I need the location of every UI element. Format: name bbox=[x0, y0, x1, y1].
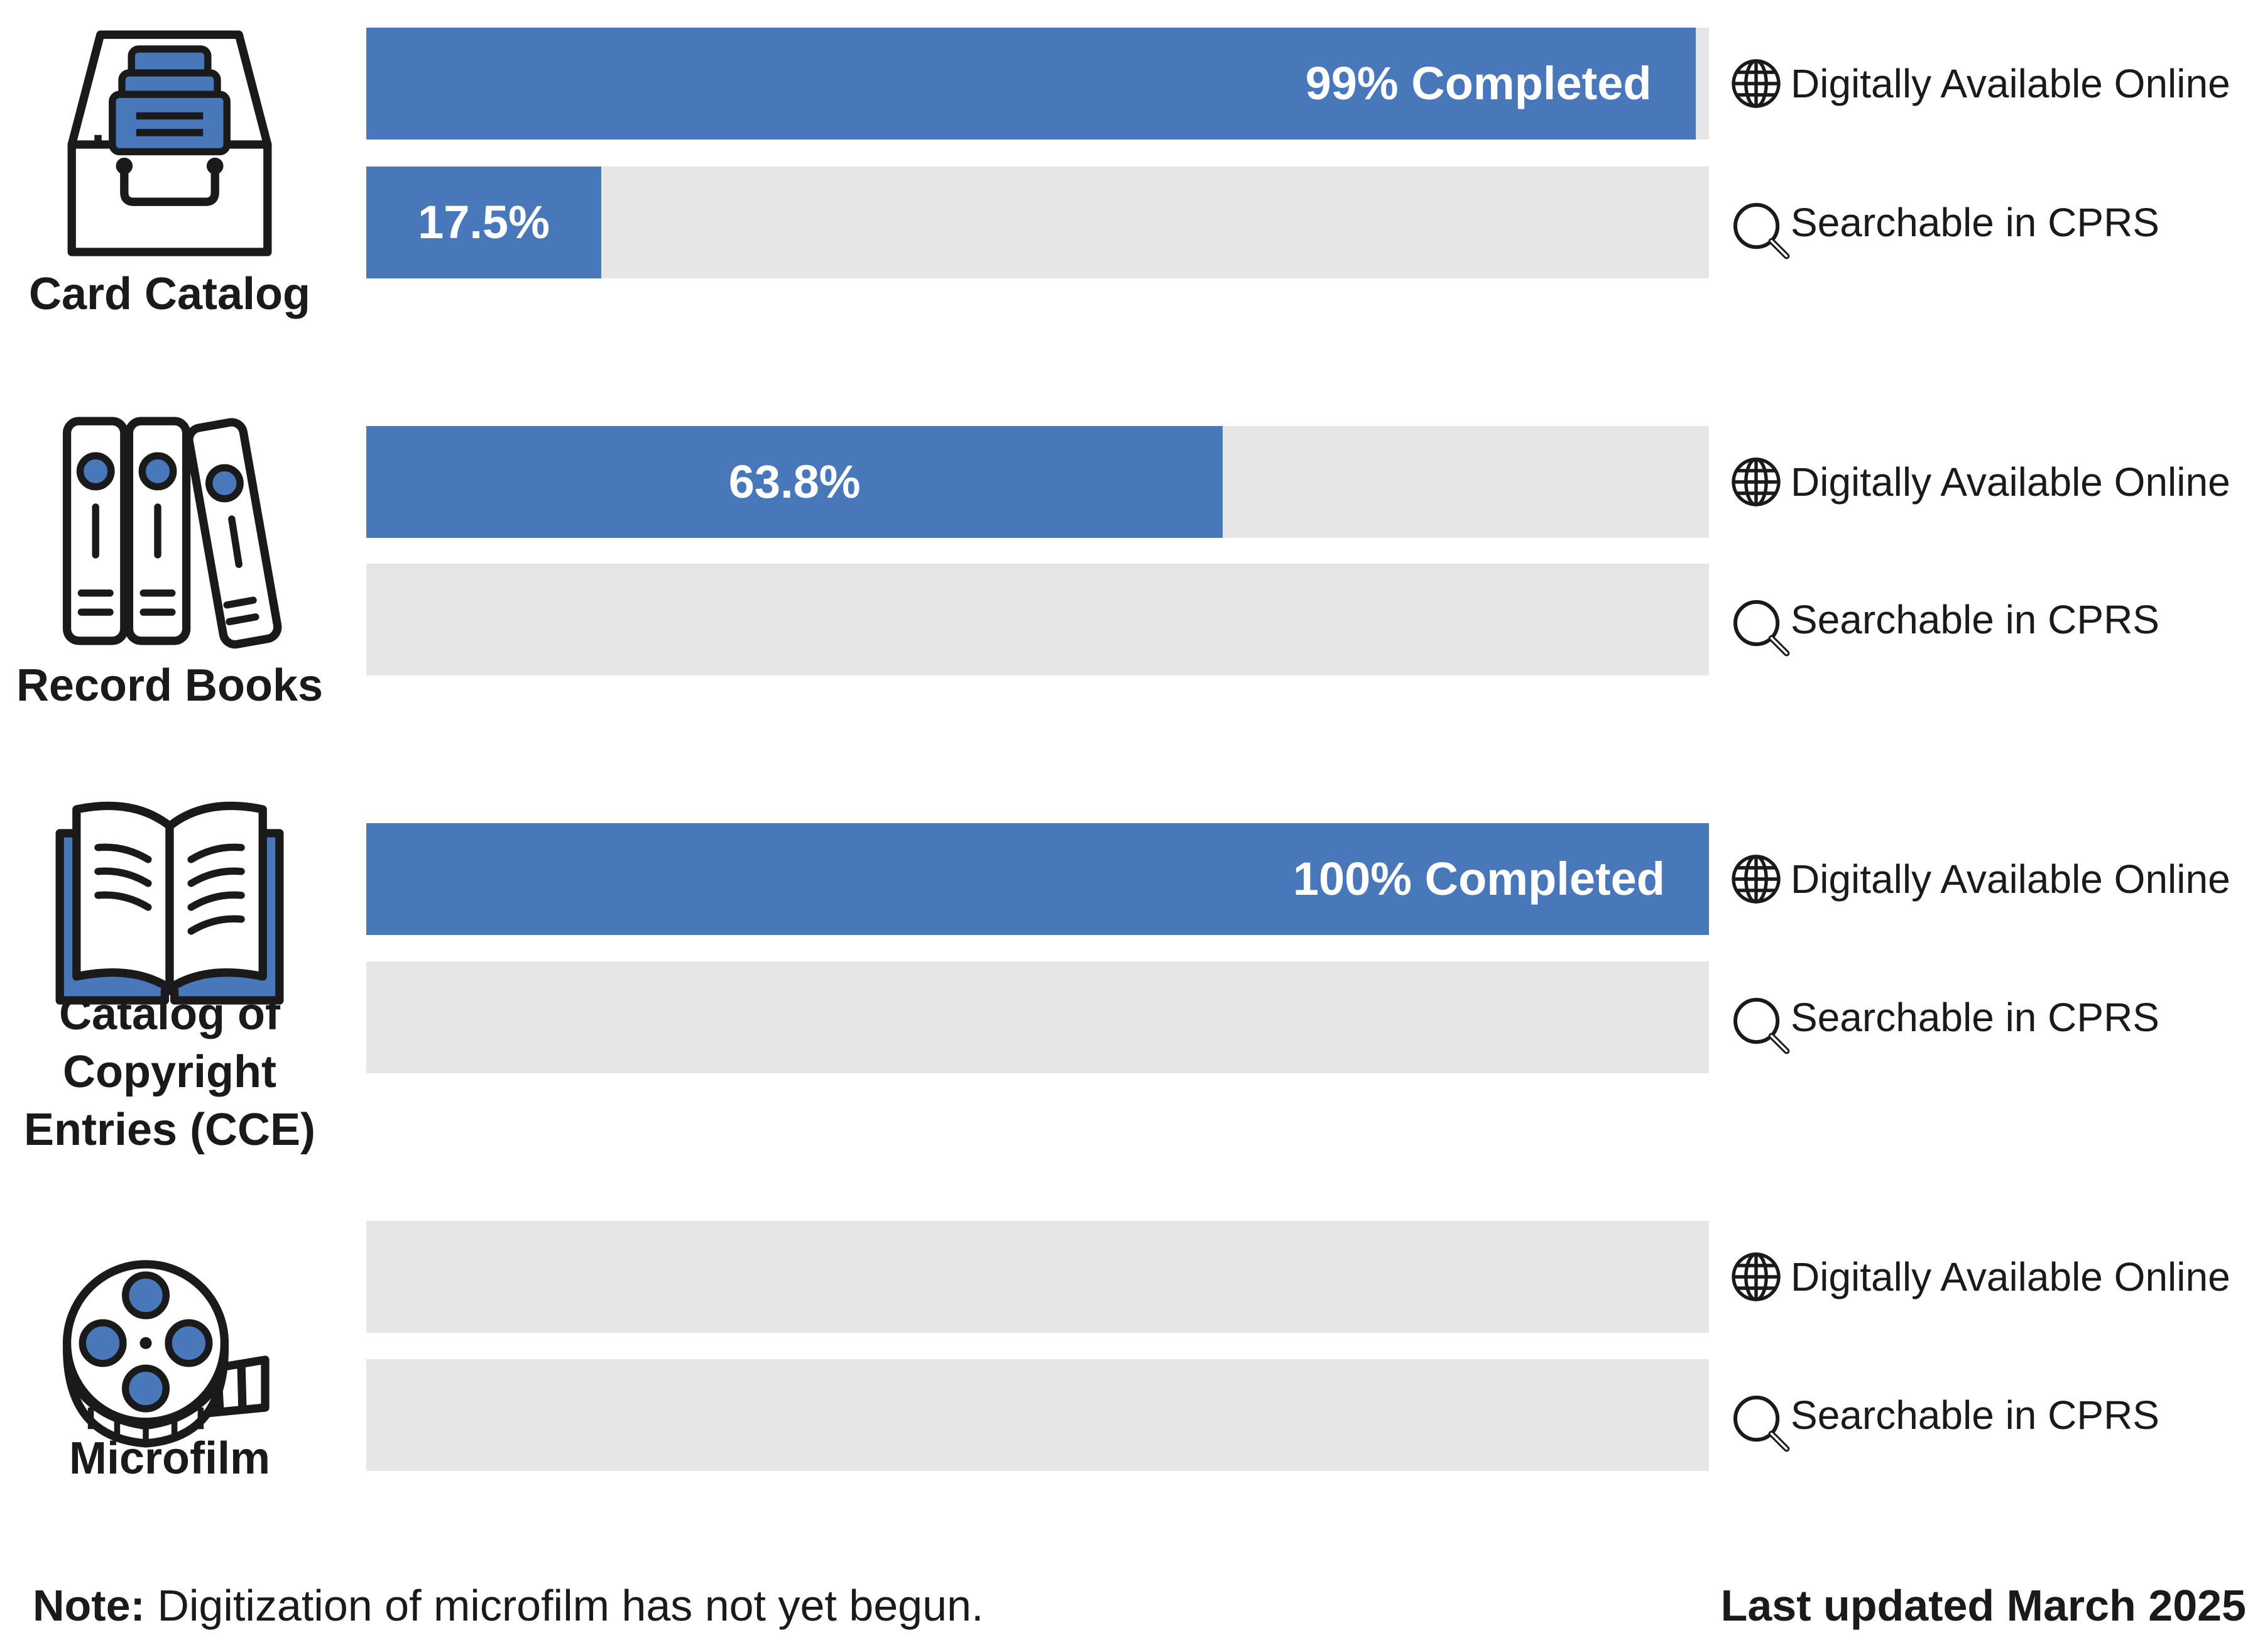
data-label: 63.8% bbox=[728, 456, 861, 508]
globe-icon bbox=[1732, 1252, 1781, 1301]
legend-label: Digitally Available Online bbox=[1791, 459, 2230, 505]
bar-track-cprs bbox=[366, 1359, 1709, 1471]
legend-online: Digitally Available Online bbox=[1728, 823, 2230, 935]
bar-track-online: 100% Completed bbox=[366, 823, 1709, 935]
legend-cprs: Searchable in CPRS bbox=[1728, 1359, 2159, 1471]
last-updated: Last updated March 2025 bbox=[1720, 1581, 2246, 1630]
category-label: Microfilm bbox=[0, 1430, 339, 1487]
legend-label: Searchable in CPRS bbox=[1791, 597, 2159, 642]
legend-label: Digitally Available Online bbox=[1791, 61, 2230, 106]
category-label-line: Microfilm bbox=[68, 1433, 271, 1484]
magnifier-icon bbox=[1733, 1396, 1790, 1452]
legend-online: Digitally Available Online bbox=[1728, 426, 2230, 538]
category-label: Record Books bbox=[0, 657, 339, 714]
magnifier-icon bbox=[1733, 600, 1790, 657]
bar-track-cprs bbox=[366, 564, 1709, 676]
legend-online: Digitally Available Online bbox=[1728, 1221, 2230, 1333]
magnifier-icon bbox=[1733, 203, 1790, 260]
category-label-line: Copyright bbox=[63, 1047, 276, 1097]
note-label: Note: bbox=[33, 1581, 145, 1630]
legend-cprs: Searchable in CPRS bbox=[1728, 167, 2159, 278]
open-book-icon bbox=[50, 785, 289, 1024]
legend-cprs: Searchable in CPRS bbox=[1728, 564, 2159, 676]
legend-online: Digitally Available Online bbox=[1728, 28, 2230, 139]
legend-label: Digitally Available Online bbox=[1791, 856, 2230, 902]
note-text: Digitization of microfilm has not yet be… bbox=[145, 1581, 984, 1630]
category-label-line: Entries (CCE) bbox=[23, 1105, 316, 1155]
bar-track-cprs: 17.5% bbox=[366, 167, 1709, 278]
legend-label: Searchable in CPRS bbox=[1791, 200, 2159, 245]
bar-track-cprs bbox=[366, 961, 1709, 1073]
data-label: 99% Completed bbox=[1305, 57, 1652, 109]
category-label-line: Card Catalog bbox=[28, 269, 311, 319]
legend-label: Digitally Available Online bbox=[1791, 1254, 2230, 1299]
card-catalog-icon bbox=[50, 25, 289, 264]
legend-label: Searchable in CPRS bbox=[1791, 1392, 2159, 1438]
data-label: 17.5% bbox=[418, 196, 550, 248]
footer-note: Note: Digitization of microfilm has not … bbox=[33, 1580, 983, 1631]
record-books-icon bbox=[50, 412, 289, 650]
legend-cprs: Searchable in CPRS bbox=[1728, 961, 2159, 1073]
bar-online-record-books: 63.8% bbox=[366, 426, 1223, 538]
category-label: Catalog of Copyright Entries (CCE) bbox=[0, 985, 339, 1159]
globe-icon bbox=[1732, 59, 1781, 108]
data-label: 100% Completed bbox=[1292, 853, 1665, 905]
film-reel-icon bbox=[50, 1228, 289, 1467]
category-label-line: Record Books bbox=[16, 660, 324, 711]
bar-online-card-catalog: 99% Completed bbox=[366, 28, 1696, 139]
bar-cprs-card-catalog: 17.5% bbox=[366, 167, 601, 278]
bar-track-online bbox=[366, 1221, 1709, 1333]
legend-label: Searchable in CPRS bbox=[1791, 995, 2159, 1040]
bar-online-cce: 100% Completed bbox=[366, 823, 1709, 935]
bar-track-online: 99% Completed bbox=[366, 28, 1709, 139]
globe-icon bbox=[1732, 457, 1781, 506]
globe-icon bbox=[1732, 855, 1781, 904]
category-label: Card Catalog bbox=[0, 265, 339, 323]
category-label-line: Catalog of bbox=[59, 989, 280, 1039]
magnifier-icon bbox=[1733, 998, 1790, 1054]
bar-track-online: 63.8% bbox=[366, 426, 1709, 538]
